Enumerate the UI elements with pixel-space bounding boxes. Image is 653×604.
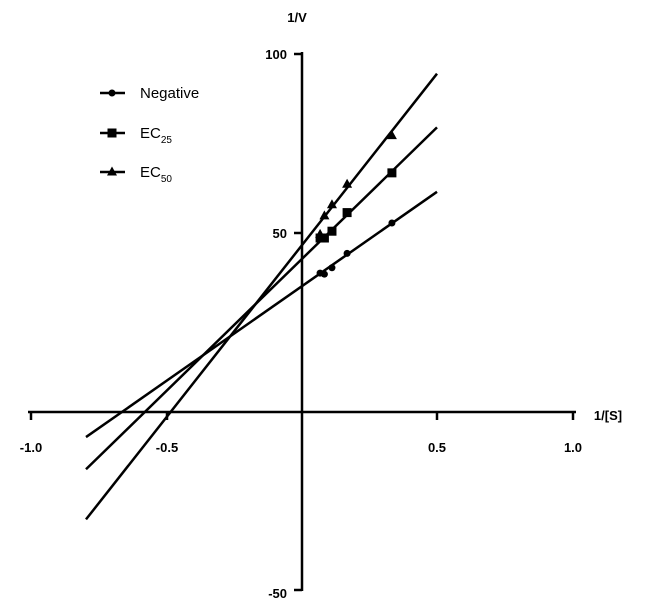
data-point-ec25 bbox=[327, 226, 337, 236]
data-point-ec50 bbox=[342, 178, 353, 188]
legend-label-base: EC bbox=[140, 125, 161, 142]
data-point-ec25 bbox=[342, 208, 352, 218]
legend-label-subscript: 25 bbox=[161, 135, 173, 146]
data-point-ec50 bbox=[315, 228, 326, 238]
legend-marker-circle bbox=[108, 89, 116, 97]
y-ticks bbox=[294, 52, 302, 592]
fit-line-ec50 bbox=[85, 72, 438, 521]
data-point-negative bbox=[343, 249, 351, 257]
data-point-negative bbox=[388, 219, 396, 227]
legend-label: EC50 bbox=[140, 164, 172, 185]
data-point-negative bbox=[320, 270, 328, 278]
data-markers bbox=[315, 130, 397, 278]
legend-marker-square bbox=[107, 128, 117, 138]
data-point-ec25 bbox=[387, 168, 397, 178]
x-tick-label: 0.5 bbox=[428, 440, 446, 455]
x-axis-title: 1/[S] bbox=[594, 408, 622, 423]
fit-lines bbox=[85, 72, 438, 521]
y-tick-label: 100 bbox=[265, 47, 287, 62]
legend-label: Negative bbox=[140, 85, 199, 102]
legend-item-ec50: EC50 bbox=[100, 164, 172, 185]
x-ticks bbox=[29, 412, 575, 420]
legend-marker-triangle bbox=[107, 166, 117, 176]
fit-line-negative bbox=[85, 190, 438, 439]
x-tick-label: -1.0 bbox=[20, 440, 42, 455]
x-tick-label: 1.0 bbox=[564, 440, 582, 455]
legend-label-subscript: 50 bbox=[161, 174, 173, 185]
legend-label-base: EC bbox=[140, 164, 161, 181]
y-tick-label: -50 bbox=[268, 586, 287, 601]
data-point-ec50 bbox=[326, 199, 337, 209]
data-point-negative bbox=[328, 264, 336, 272]
y-axis-title: 1/V bbox=[287, 10, 307, 25]
legend-item-negative: Negative bbox=[100, 85, 199, 102]
x-tick-label: -0.5 bbox=[156, 440, 178, 455]
legend: Negative EC25 EC50 bbox=[100, 85, 199, 185]
data-point-ec25 bbox=[319, 233, 329, 243]
legend-label-base: Negative bbox=[140, 85, 199, 102]
y-tick-label: 50 bbox=[273, 226, 287, 241]
legend-item-ec25: EC25 bbox=[100, 125, 172, 146]
data-point-ec50 bbox=[386, 130, 397, 140]
data-point-ec50 bbox=[319, 210, 330, 220]
legend-label: EC25 bbox=[140, 125, 172, 146]
